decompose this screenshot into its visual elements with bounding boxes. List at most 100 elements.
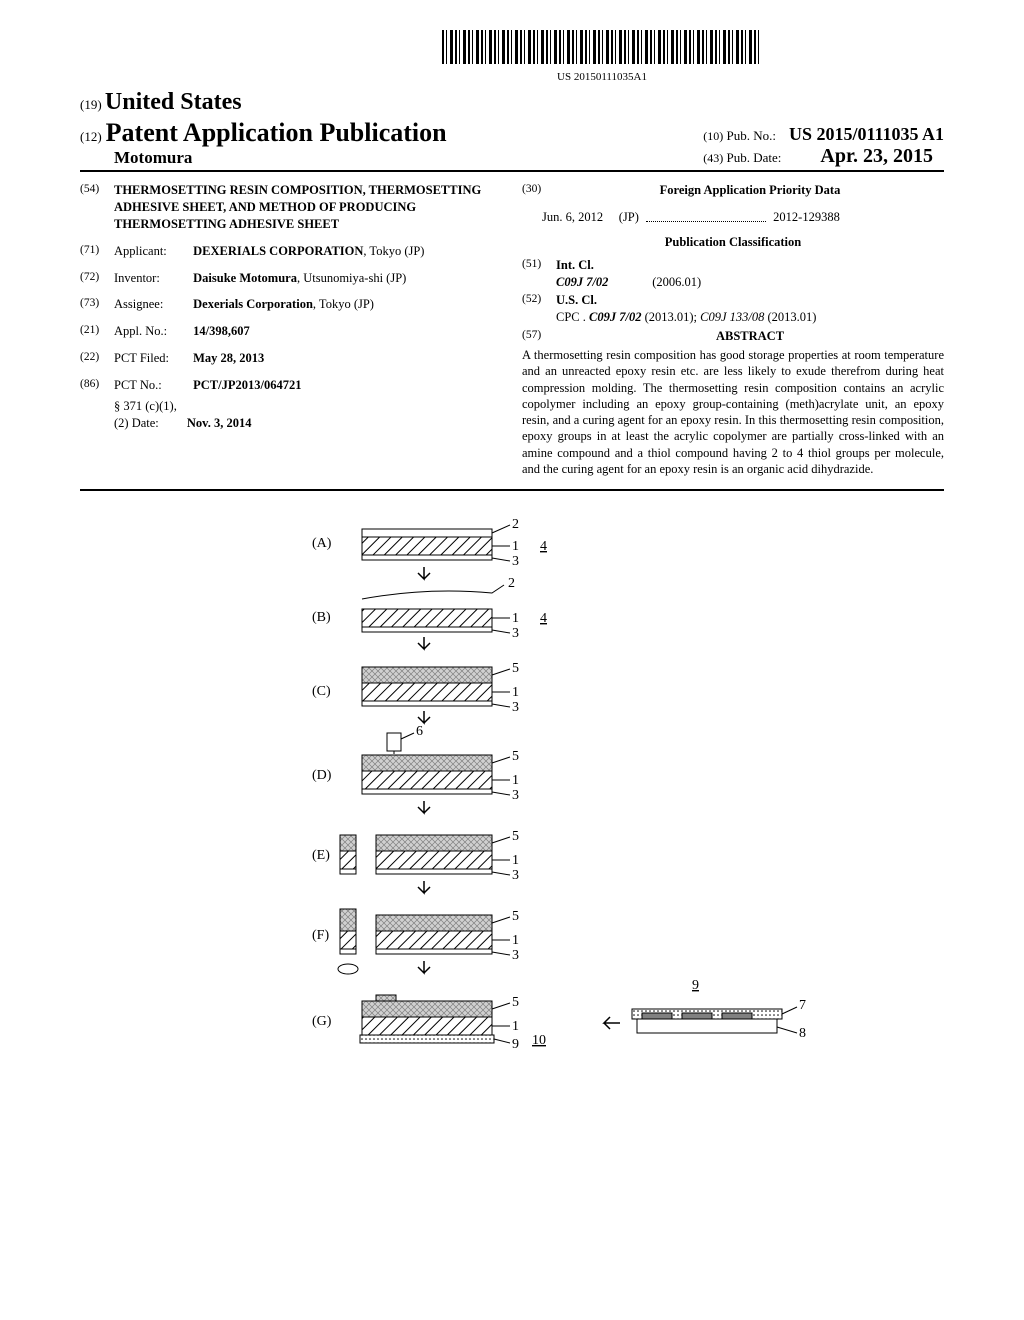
barcode-number: US 20150111035A1 bbox=[260, 71, 944, 83]
intcl-code: C09J 7/02 bbox=[556, 275, 608, 289]
right-column: (30) Foreign Application Priority Data J… bbox=[522, 182, 944, 477]
code-10: (10) bbox=[703, 129, 723, 143]
barcode-block: US 20150111035A1 bbox=[80, 30, 944, 83]
svg-text:4: 4 bbox=[540, 539, 547, 554]
code-72: (72) bbox=[80, 270, 114, 287]
foreign-priority-header: Foreign Application Priority Data bbox=[660, 183, 841, 197]
code-12: (12) bbox=[80, 129, 102, 144]
inventor-name: Daisuke Motomura bbox=[193, 271, 297, 285]
uscl-label: U.S. Cl. bbox=[556, 293, 597, 307]
code-71: (71) bbox=[80, 243, 114, 260]
pubdate-label: Pub. Date: bbox=[726, 150, 781, 165]
appl-number: 14/398,607 bbox=[193, 324, 250, 338]
assignee-label: Assignee: bbox=[114, 296, 190, 313]
svg-text:1: 1 bbox=[512, 1019, 519, 1034]
svg-text:5: 5 bbox=[512, 909, 519, 924]
pct-number: PCT/JP2013/064721 bbox=[193, 378, 301, 392]
svg-text:1: 1 bbox=[512, 611, 519, 626]
svg-text:1: 1 bbox=[512, 853, 519, 868]
code-30: (30) bbox=[522, 182, 556, 199]
svg-text:(A): (A) bbox=[312, 536, 332, 551]
svg-text:1: 1 bbox=[512, 773, 519, 788]
intcl-label: Int. Cl. bbox=[556, 258, 594, 272]
applicant-label: Applicant: bbox=[114, 243, 190, 260]
figure: (A) 2 1 3 4 (B) 2 1 3 4 (C) 5 1 bbox=[80, 509, 944, 1069]
barcode-stripes bbox=[442, 30, 762, 64]
document-header: (19) United States (12) Patent Applicati… bbox=[80, 89, 944, 172]
cpc-label: CPC bbox=[556, 310, 580, 324]
dotfill-line bbox=[646, 214, 766, 221]
svg-text:3: 3 bbox=[512, 700, 519, 715]
code-52: (52) bbox=[522, 292, 556, 326]
svg-text:(D): (D) bbox=[312, 768, 332, 783]
pct-filed-date: May 28, 2013 bbox=[193, 351, 264, 365]
pub-classification-header: Publication Classification bbox=[522, 234, 944, 251]
foreign-date: Jun. 6, 2012 bbox=[542, 210, 603, 224]
code-21: (21) bbox=[80, 323, 114, 340]
country: United States bbox=[105, 89, 242, 115]
svg-text:(E): (E) bbox=[312, 848, 330, 863]
code-51: (51) bbox=[522, 257, 556, 291]
process-diagram: (A) 2 1 3 4 (B) 2 1 3 4 (C) 5 1 bbox=[192, 509, 832, 1069]
svg-text:9: 9 bbox=[512, 1037, 519, 1052]
svg-text:3: 3 bbox=[512, 788, 519, 803]
pub-number: US 2015/0111035 A1 bbox=[789, 124, 944, 144]
code-73: (73) bbox=[80, 296, 114, 313]
code-86: (86) bbox=[80, 377, 114, 432]
svg-text:10: 10 bbox=[532, 1033, 546, 1048]
invention-title: THERMOSETTING RESIN COMPOSITION, THERMOS… bbox=[114, 182, 502, 233]
applicant-location: , Tokyo (JP) bbox=[363, 244, 424, 258]
biblio-columns: (54) THERMOSETTING RESIN COMPOSITION, TH… bbox=[80, 182, 944, 491]
svg-text:3: 3 bbox=[512, 554, 519, 569]
svg-text:4: 4 bbox=[540, 611, 547, 626]
svg-text:6: 6 bbox=[416, 724, 423, 739]
svg-text:(G): (G) bbox=[312, 1014, 332, 1029]
code-19: (19) bbox=[80, 97, 102, 112]
code-57: (57) bbox=[522, 328, 556, 345]
assignee-name: Dexerials Corporation bbox=[193, 297, 313, 311]
applicant-name: DEXERIALS CORPORATION bbox=[193, 244, 363, 258]
document-kind: Patent Application Publication bbox=[106, 118, 447, 147]
code-54: (54) bbox=[80, 182, 114, 233]
inventor-location: , Utsunomiya-shi (JP) bbox=[297, 271, 406, 285]
applno-label: Appl. No.: bbox=[114, 323, 190, 340]
svg-text:(B): (B) bbox=[312, 610, 331, 625]
svg-text:9: 9 bbox=[692, 978, 699, 993]
pctfiled-label: PCT Filed: bbox=[114, 350, 190, 367]
abstract-header: ABSTRACT bbox=[716, 329, 784, 343]
svg-text:5: 5 bbox=[512, 829, 519, 844]
left-column: (54) THERMOSETTING RESIN COMPOSITION, TH… bbox=[80, 182, 502, 477]
s371-line2: (2) Date: bbox=[114, 416, 159, 430]
abstract-text: A thermosetting resin composition has go… bbox=[522, 347, 944, 477]
svg-text:5: 5 bbox=[512, 661, 519, 676]
cpc-main-version: (2013.01); bbox=[645, 310, 697, 324]
s371-line1: § 371 (c)(1), bbox=[114, 399, 177, 413]
svg-text:3: 3 bbox=[512, 948, 519, 963]
inventor-surname: Motomura bbox=[114, 148, 192, 167]
cpc-secondary-version: (2013.01) bbox=[768, 310, 817, 324]
pubno-label: Pub. No.: bbox=[726, 128, 775, 143]
cpc-secondary: C09J 133/08 bbox=[700, 310, 764, 324]
intcl-version: (2006.01) bbox=[652, 275, 701, 289]
pctno-label: PCT No.: bbox=[114, 377, 190, 394]
svg-text:3: 3 bbox=[512, 626, 519, 641]
svg-text:2: 2 bbox=[508, 576, 515, 591]
svg-text:1: 1 bbox=[512, 685, 519, 700]
svg-text:2: 2 bbox=[512, 517, 519, 532]
code-22: (22) bbox=[80, 350, 114, 367]
s371-date: Nov. 3, 2014 bbox=[187, 416, 252, 430]
svg-text:(C): (C) bbox=[312, 684, 331, 699]
code-43: (43) bbox=[703, 151, 723, 165]
inventor-label: Inventor: bbox=[114, 270, 190, 287]
foreign-country: (JP) bbox=[619, 210, 639, 224]
pub-date: Apr. 23, 2015 bbox=[820, 145, 933, 167]
svg-text:7: 7 bbox=[799, 998, 806, 1013]
svg-text:8: 8 bbox=[799, 1026, 806, 1041]
foreign-app-number: 2012-129388 bbox=[773, 210, 840, 224]
svg-text:1: 1 bbox=[512, 539, 519, 554]
svg-text:5: 5 bbox=[512, 749, 519, 764]
svg-text:3: 3 bbox=[512, 868, 519, 883]
cpc-main: C09J 7/02 bbox=[589, 310, 641, 324]
assignee-location: , Tokyo (JP) bbox=[313, 297, 374, 311]
svg-text:1: 1 bbox=[512, 933, 519, 948]
